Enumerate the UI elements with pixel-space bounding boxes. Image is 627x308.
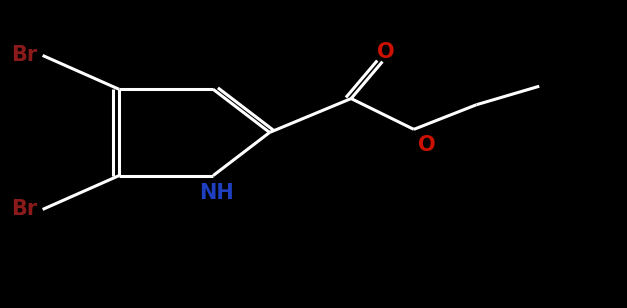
Text: O: O — [418, 135, 435, 155]
Text: Br: Br — [11, 200, 38, 219]
Text: Br: Br — [11, 46, 38, 65]
Text: NH: NH — [199, 183, 234, 202]
Text: O: O — [377, 43, 394, 62]
